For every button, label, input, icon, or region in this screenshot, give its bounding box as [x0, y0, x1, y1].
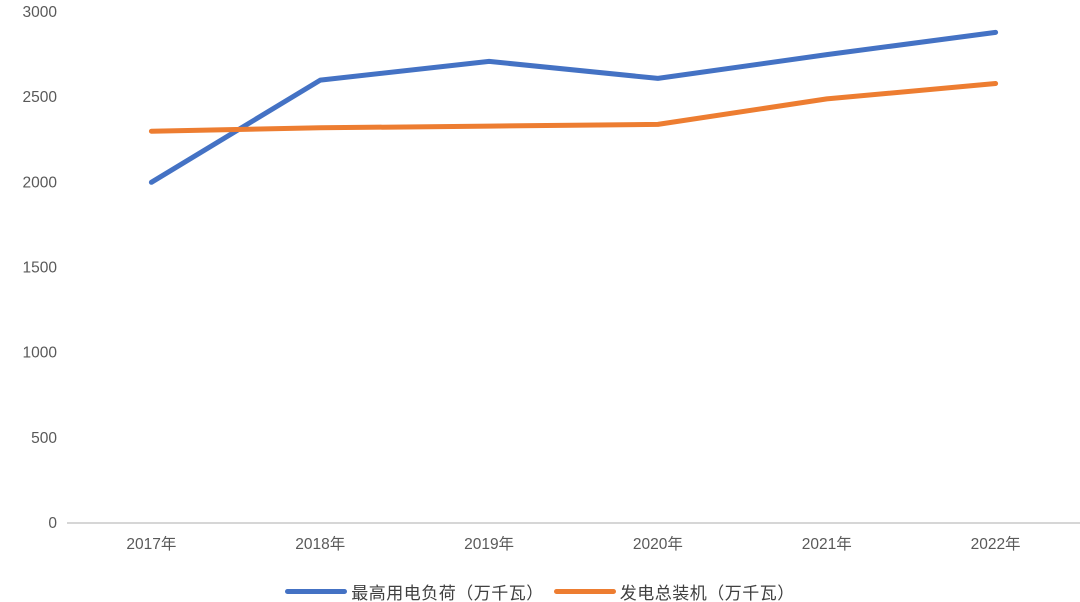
y-tick-label: 0 [48, 515, 57, 532]
y-tick-label: 1000 [23, 345, 58, 362]
legend-label-peak-load: 最高用电负荷（万千瓦） [351, 583, 544, 602]
y-tick-label: 3000 [23, 4, 58, 21]
x-tick-label: 2019年 [464, 535, 514, 553]
x-tick-label: 2022年 [971, 535, 1021, 553]
y-tick-label: 2000 [23, 174, 58, 191]
legend-item-peak-load: 最高用电负荷（万千瓦） [285, 579, 544, 602]
legend-line-swatch-blue [285, 588, 348, 594]
x-tick-label: 2020年 [633, 535, 683, 553]
plot-area: 0 500 1000 1500 2000 2500 3000 2017年 2018年 2019年 2… [23, 4, 1080, 553]
y-tick-label: 1500 [23, 260, 58, 277]
series-line-1 [148, 81, 999, 134]
y-tick-label: 500 [31, 430, 57, 447]
x-tick-label: 2017年 [126, 535, 176, 553]
x-tick-label: 2018年 [295, 535, 345, 553]
legend-line-swatch-orange [553, 588, 616, 594]
legend-label-installed-capacity: 发电总装机（万千瓦） [619, 583, 795, 602]
y-tick-label: 2500 [23, 89, 58, 106]
chart-legend: 最高用电负荷（万千瓦） 发电总装机（万千瓦） [0, 578, 1080, 602]
x-tick-label: 2021年 [802, 535, 852, 553]
legend-item-installed-capacity: 发电总装机（万千瓦） [553, 579, 795, 602]
series-line-0 [148, 29, 999, 185]
